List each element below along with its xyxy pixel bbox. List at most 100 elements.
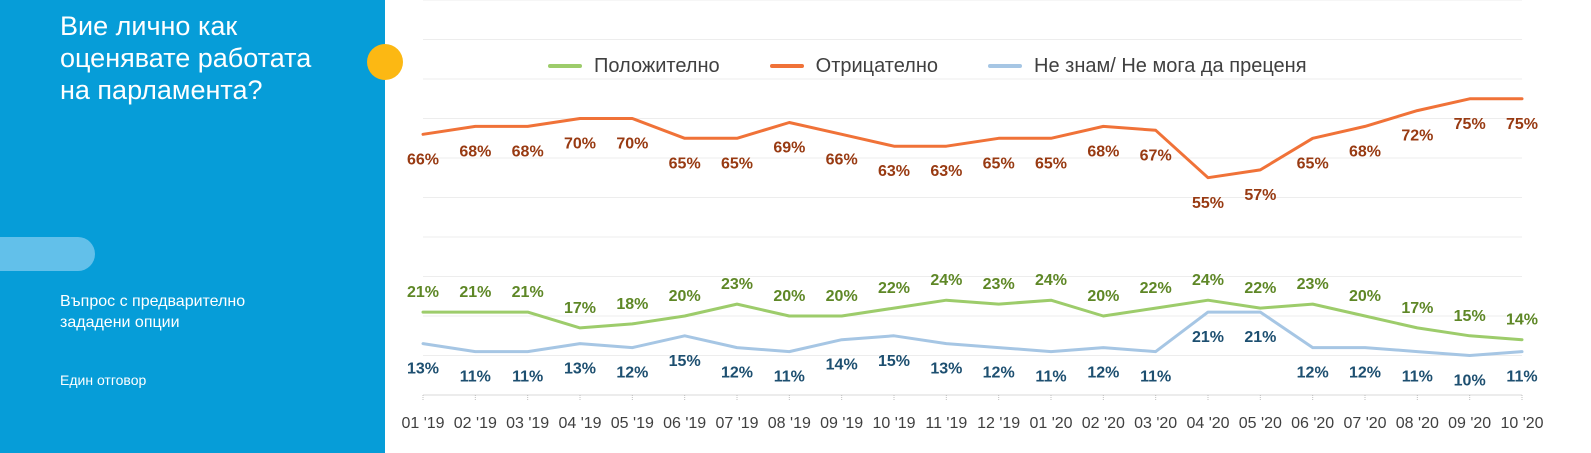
x-tick-label: 05 '19 [611, 415, 654, 432]
x-tick-label: 04 '19 [558, 415, 601, 432]
data-label: 10% [1454, 373, 1486, 390]
question-title-line: Вие лично как [60, 11, 238, 41]
question-type: Въпрос с предварително зададени опции [60, 291, 320, 333]
decorative-pill [0, 237, 95, 271]
data-label: 22% [1244, 280, 1276, 297]
data-label: 21% [1192, 329, 1224, 346]
x-tick-label: 02 '19 [454, 415, 497, 432]
data-label: 24% [1192, 272, 1224, 289]
data-label: 75% [1506, 116, 1538, 133]
data-label: 15% [669, 353, 701, 370]
data-label: 22% [1140, 280, 1172, 297]
x-tick-label: 06 '20 [1291, 415, 1334, 432]
data-label: 21% [459, 284, 491, 301]
data-label: 68% [459, 143, 491, 160]
data-label: 15% [1454, 308, 1486, 325]
data-label: 66% [407, 151, 439, 168]
data-label: 20% [1087, 288, 1119, 305]
data-label: 14% [826, 357, 858, 374]
data-label: 11% [1035, 369, 1066, 386]
data-label: 14% [1506, 312, 1538, 329]
legend-label: Положително [594, 54, 720, 77]
data-label: 21% [407, 284, 439, 301]
x-tick-label: 06 '19 [663, 415, 706, 432]
x-tick-label: 08 '19 [768, 415, 811, 432]
answer-type: Един отговор [60, 372, 147, 388]
data-label: 63% [930, 163, 962, 180]
data-label: 55% [1192, 195, 1224, 212]
sidebar-panel: Вие лично как оценявате работата на парл… [0, 0, 385, 453]
data-label: 18% [616, 296, 648, 313]
line-chart: 01 '19 02 '19 03 '19 04 '19 05 '19 06 '19 07 '… [401, 0, 1544, 432]
question-type-line: зададени опции [60, 314, 180, 331]
data-label: 20% [773, 288, 805, 305]
data-label: 17% [564, 300, 596, 317]
data-label: 23% [1297, 276, 1329, 293]
x-tick-label: 10 '20 [1500, 415, 1543, 432]
data-label: 24% [1035, 272, 1067, 289]
series-line [421, 310, 1524, 357]
data-label: 23% [721, 276, 753, 293]
data-label: 75% [1454, 116, 1486, 133]
data-label: 68% [1349, 143, 1381, 160]
data-label: 22% [878, 280, 910, 297]
data-label: 70% [616, 136, 648, 153]
x-tick-label: 01 '19 [401, 415, 444, 432]
data-label: 66% [826, 151, 858, 168]
data-label: 24% [930, 272, 962, 289]
legend-swatch [988, 64, 1023, 68]
x-tick-label: 10 '19 [872, 415, 915, 432]
series-line [421, 298, 1524, 342]
data-label: 65% [721, 155, 753, 172]
x-tick-label: 12 '19 [977, 415, 1020, 432]
data-label: 65% [669, 155, 701, 172]
data-label: 65% [983, 155, 1015, 172]
data-label: 23% [983, 276, 1015, 293]
data-label: 13% [564, 361, 596, 378]
data-label: 11% [512, 369, 543, 386]
x-tick-label: 09 '20 [1448, 415, 1491, 432]
data-label: 12% [616, 365, 648, 382]
legend-label: Не знам/ Не мога да преценя [1034, 54, 1307, 77]
data-label: 65% [1035, 155, 1067, 172]
data-label: 17% [1401, 300, 1433, 317]
data-label: 12% [983, 365, 1015, 382]
data-label: 72% [1401, 128, 1433, 145]
data-label: 12% [1349, 365, 1381, 382]
legend-swatch [548, 64, 582, 68]
data-label: 65% [1297, 155, 1329, 172]
x-tick-label: 01 '20 [1029, 415, 1072, 432]
x-tick-label: 03 '20 [1134, 415, 1177, 432]
data-label: 70% [564, 136, 596, 153]
data-label: 69% [773, 139, 805, 156]
x-tick-label: 11 '19 [925, 415, 967, 432]
data-label: 63% [878, 163, 910, 180]
x-tick-label: 07 '19 [715, 415, 758, 432]
data-label: 20% [669, 288, 701, 305]
data-label: 11% [1402, 369, 1433, 386]
x-tick-label: 08 '20 [1396, 415, 1439, 432]
x-tick-label: 03 '19 [506, 415, 549, 432]
data-label: 13% [407, 361, 439, 378]
data-label: 11% [460, 369, 491, 386]
decorative-dot [367, 44, 403, 80]
legend-label: Отрицателно [815, 54, 939, 77]
question-title-line: на парламента? [60, 75, 263, 105]
data-label: 57% [1244, 187, 1276, 204]
x-tick-label: 04 '20 [1186, 415, 1229, 432]
data-label: 13% [930, 361, 962, 378]
question-title: Вие лично как оценявате работата на парл… [60, 10, 360, 106]
data-label: 11% [1140, 369, 1171, 386]
data-label: 11% [774, 369, 805, 386]
data-label: 12% [1297, 365, 1329, 382]
data-label: 20% [826, 288, 858, 305]
x-tick-label: 09 '19 [820, 415, 863, 432]
data-label: 68% [512, 143, 544, 160]
chart-legend: Положително Отрицателно Не знам/ Не мога… [548, 52, 1357, 80]
data-label: 20% [1349, 288, 1381, 305]
data-label: 12% [721, 365, 753, 382]
data-label: 21% [1244, 329, 1276, 346]
x-tick-label: 07 '20 [1343, 415, 1386, 432]
data-label: 21% [512, 284, 544, 301]
data-label: 11% [1506, 369, 1537, 386]
